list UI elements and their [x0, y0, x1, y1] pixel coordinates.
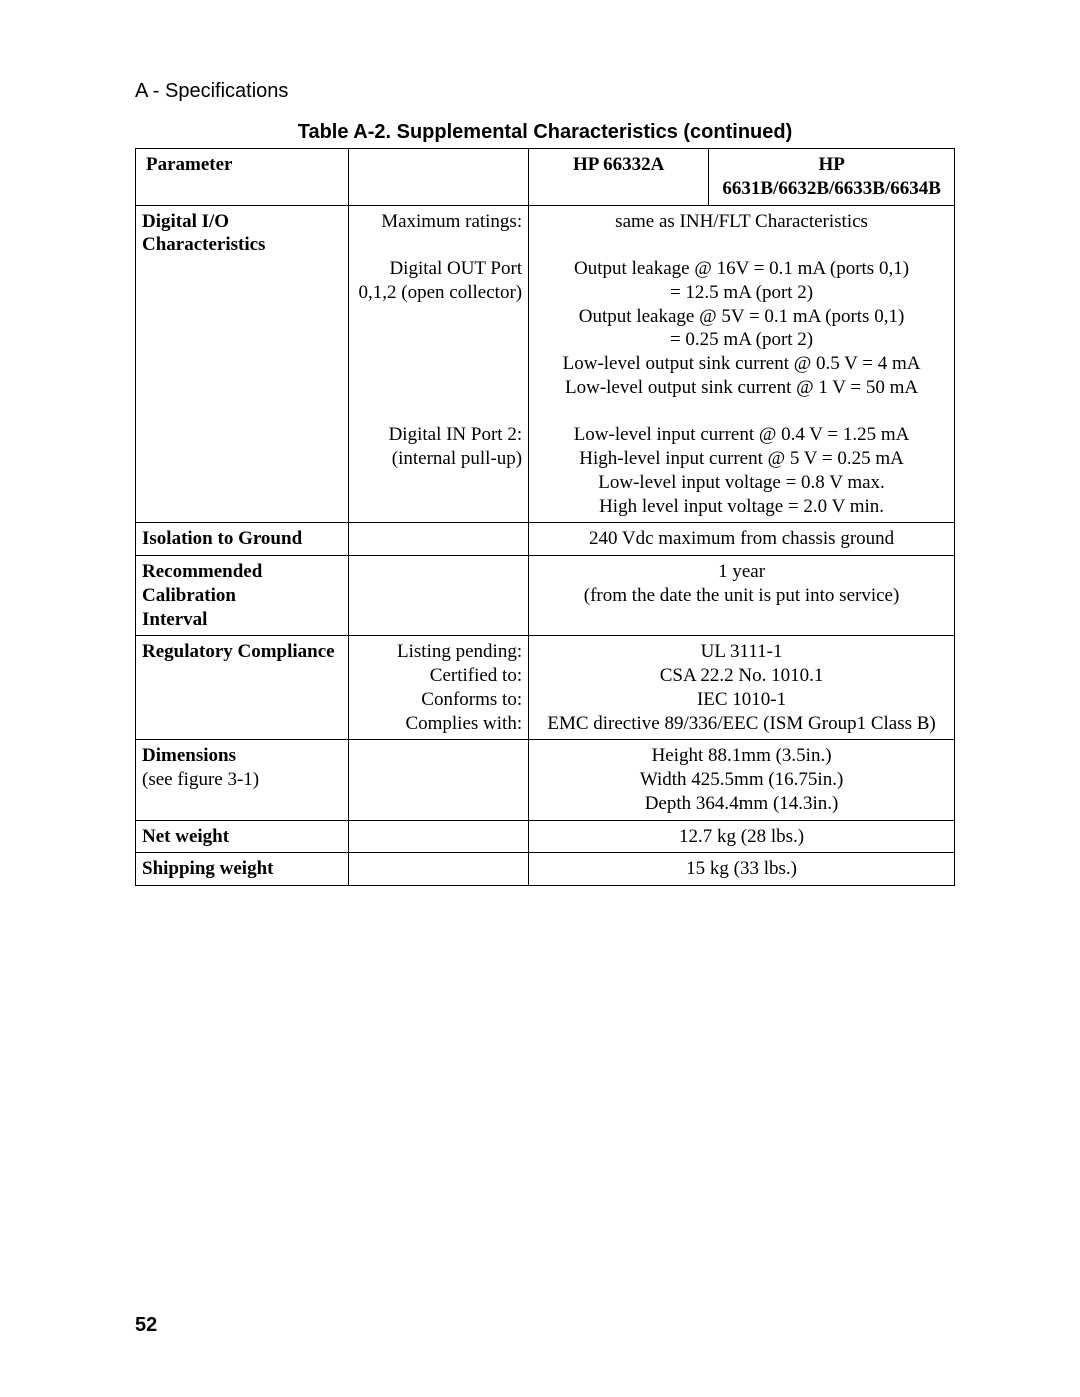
regulatory-val-l1: UL 3111-1	[535, 640, 948, 664]
cell-regulatory-label: Regulatory Compliance	[136, 636, 349, 740]
cell-calibration-sub	[348, 556, 528, 636]
cell-shipping-weight-label: Shipping weight	[136, 853, 349, 886]
dimensions-label: Dimensions	[142, 744, 342, 768]
row-shipping-weight: Shipping weight 15 kg (33 lbs.)	[136, 853, 955, 886]
section-header: A - Specifications	[135, 80, 955, 103]
digital-io-label: Digital I/O Characteristics	[142, 211, 265, 256]
cell-digital-io-val: same as INH/FLT Characteristics Output l…	[529, 205, 955, 523]
spec-table: Parameter HP 66332A HP 6631B/6632B/6633B…	[135, 148, 955, 886]
cell-isolation-val: 240 Vdc maximum from chassis ground	[529, 523, 955, 556]
digital-io-val3-l3: Low-level input voltage = 0.8 V max.	[535, 471, 948, 495]
cell-isolation-sub	[348, 523, 528, 556]
cell-net-weight-sub	[348, 820, 528, 853]
cell-net-weight-label: Net weight	[136, 820, 349, 853]
regulatory-sub-l1: Listing pending:	[355, 640, 522, 664]
digital-io-val3-l1: Low-level input current @ 0.4 V = 1.25 m…	[535, 423, 948, 447]
cell-dimensions-sub	[348, 740, 528, 820]
row-regulatory: Regulatory Compliance Listing pending: C…	[136, 636, 955, 740]
cell-calibration-val: 1 year (from the date the unit is put in…	[529, 556, 955, 636]
row-digital-io: Digital I/O Characteristics Maximum rati…	[136, 205, 955, 523]
dimensions-label-sub: (see figure 3-1)	[142, 768, 342, 792]
cell-digital-io-sub: Maximum ratings: Digital OUT Port 0,1,2 …	[348, 205, 528, 523]
dimensions-val-l3: Depth 364.4mm (14.3in.)	[535, 792, 948, 816]
row-isolation: Isolation to Ground 240 Vdc maximum from…	[136, 523, 955, 556]
isolation-label: Isolation to Ground	[142, 528, 302, 549]
page-number: 52	[135, 1314, 157, 1337]
calibration-label-l2: Interval	[142, 608, 342, 632]
digital-io-val1: same as INH/FLT Characteristics	[535, 210, 948, 234]
digital-io-val2-l1: Output leakage @ 16V = 0.1 mA (ports 0,1…	[535, 257, 948, 281]
regulatory-val-l4: EMC directive 89/336/EEC (ISM Group1 Cla…	[535, 712, 948, 736]
regulatory-val-l3: IEC 1010-1	[535, 688, 948, 712]
col-hp-b-line1: HP	[715, 153, 948, 177]
cell-isolation-label: Isolation to Ground	[136, 523, 349, 556]
row-dimensions: Dimensions (see figure 3-1) Height 88.1m…	[136, 740, 955, 820]
col-parameter: Parameter	[136, 149, 349, 206]
dimensions-val-l1: Height 88.1mm (3.5in.)	[535, 744, 948, 768]
regulatory-sub-l2: Certified to:	[355, 664, 522, 688]
col-hp-a: HP 66332A	[529, 149, 709, 206]
cell-net-weight-val: 12.7 kg (28 lbs.)	[529, 820, 955, 853]
table-header-row: Parameter HP 66332A HP 6631B/6632B/6633B…	[136, 149, 955, 206]
calibration-val-l1: 1 year	[535, 560, 948, 584]
digital-io-sub3b: (internal pull-up)	[355, 447, 522, 471]
digital-io-sub3a: Digital IN Port 2:	[355, 423, 522, 447]
cell-regulatory-sub: Listing pending: Certified to: Conforms …	[348, 636, 528, 740]
cell-dimensions-label: Dimensions (see figure 3-1)	[136, 740, 349, 820]
row-net-weight: Net weight 12.7 kg (28 lbs.)	[136, 820, 955, 853]
cell-shipping-weight-sub	[348, 853, 528, 886]
calibration-label-l1: Recommended Calibration	[142, 560, 342, 608]
digital-io-val3-l2: High-level input current @ 5 V = 0.25 mA	[535, 447, 948, 471]
table-title: Table A-2. Supplemental Characteristics …	[135, 121, 955, 144]
digital-io-sub2a: Digital OUT Port	[355, 257, 522, 281]
net-weight-label: Net weight	[142, 826, 229, 847]
digital-io-val2-l2: = 12.5 mA (port 2)	[535, 281, 948, 305]
cell-dimensions-val: Height 88.1mm (3.5in.) Width 425.5mm (16…	[529, 740, 955, 820]
cell-shipping-weight-val: 15 kg (33 lbs.)	[529, 853, 955, 886]
regulatory-sub-l4: Complies with:	[355, 712, 522, 736]
col-hp-b-line2: 6631B/6632B/6633B/6634B	[715, 177, 948, 201]
page: A - Specifications Table A-2. Supplement…	[0, 0, 1080, 1397]
regulatory-sub-l3: Conforms to:	[355, 688, 522, 712]
regulatory-val-l2: CSA 22.2 No. 1010.1	[535, 664, 948, 688]
calibration-val-l2: (from the date the unit is put into serv…	[535, 584, 948, 608]
cell-calibration-label: Recommended Calibration Interval	[136, 556, 349, 636]
digital-io-val3-l4: High level input voltage = 2.0 V min.	[535, 495, 948, 519]
shipping-weight-label: Shipping weight	[142, 858, 273, 879]
cell-regulatory-val: UL 3111-1 CSA 22.2 No. 1010.1 IEC 1010-1…	[529, 636, 955, 740]
digital-io-val2-l6: Low-level output sink current @ 1 V = 50…	[535, 376, 948, 400]
digital-io-sub1: Maximum ratings:	[355, 210, 522, 234]
digital-io-sub2b: 0,1,2 (open collector)	[355, 281, 522, 305]
dimensions-val-l2: Width 425.5mm (16.75in.)	[535, 768, 948, 792]
col-hp-b: HP 6631B/6632B/6633B/6634B	[709, 149, 955, 206]
regulatory-label: Regulatory Compliance	[142, 641, 335, 662]
digital-io-val2-l5: Low-level output sink current @ 0.5 V = …	[535, 352, 948, 376]
digital-io-val2-l3: Output leakage @ 5V = 0.1 mA (ports 0,1)	[535, 305, 948, 329]
digital-io-val2-l4: = 0.25 mA (port 2)	[535, 328, 948, 352]
col-blank	[348, 149, 528, 206]
cell-digital-io-label: Digital I/O Characteristics	[136, 205, 349, 523]
row-calibration: Recommended Calibration Interval 1 year …	[136, 556, 955, 636]
